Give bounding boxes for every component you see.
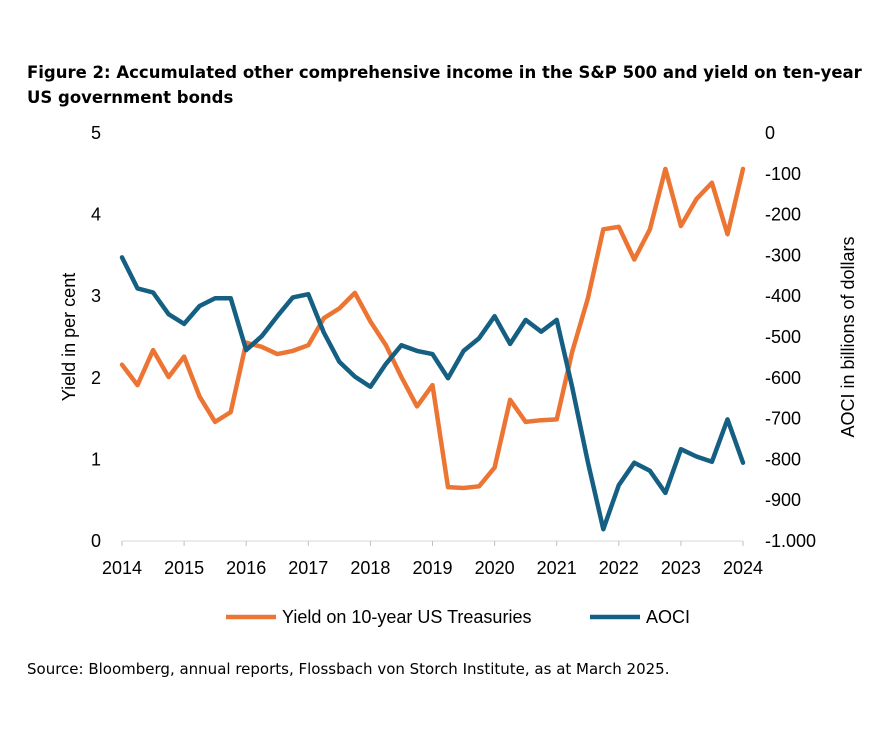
x-tick-label: 2017 [288, 558, 328, 578]
y-left-tick-label: 3 [91, 286, 101, 306]
x-tick-label: 2023 [661, 558, 701, 578]
series-line-aoci [119, 255, 746, 532]
y-right-axis-label: AOCI in billions of dollars [838, 236, 858, 437]
x-tick-label: 2019 [412, 558, 452, 578]
y-left-tick-label: 1 [91, 449, 101, 469]
y-left-tick-label: 4 [91, 205, 101, 225]
x-tick-label: 2014 [102, 558, 142, 578]
y-right-tick-label: -800 [765, 449, 801, 469]
source-note: Source: Bloomberg, annual reports, Floss… [27, 660, 670, 678]
y-left-axis-label: Yield in per cent [59, 273, 79, 401]
y-right-tick-label: -700 [765, 409, 801, 429]
legend-label: AOCI [646, 607, 690, 627]
y-right-tick-label: -1.000 [765, 531, 816, 551]
y-right-tick-label: -400 [765, 286, 801, 306]
x-tick-label: 2015 [164, 558, 204, 578]
x-tick-label: 2024 [723, 558, 763, 578]
y-left-tick-label: 5 [91, 123, 101, 143]
x-tick-label: 2016 [226, 558, 266, 578]
y-left-tick-label: 2 [91, 368, 101, 388]
chart-title: Figure 2: Accumulated other comprehensiv… [27, 63, 862, 107]
y-right-tick-label: -200 [765, 205, 801, 225]
legend-label: Yield on 10-year US Treasuries [282, 607, 531, 627]
y-left-tick-label: 0 [91, 531, 101, 551]
x-tick-label: 2018 [350, 558, 390, 578]
y-right-tick-label: -300 [765, 245, 801, 265]
x-tick-label: 2021 [537, 558, 577, 578]
x-tick-label: 2022 [599, 558, 639, 578]
y-right-tick-label: -900 [765, 490, 801, 510]
y-right-tick-label: -100 [765, 164, 801, 184]
y-right-tick-label: 0 [765, 123, 775, 143]
y-right-tick-label: -500 [765, 327, 801, 347]
x-tick-label: 2020 [475, 558, 515, 578]
y-right-tick-label: -600 [765, 368, 801, 388]
series-line-yield [119, 166, 746, 491]
